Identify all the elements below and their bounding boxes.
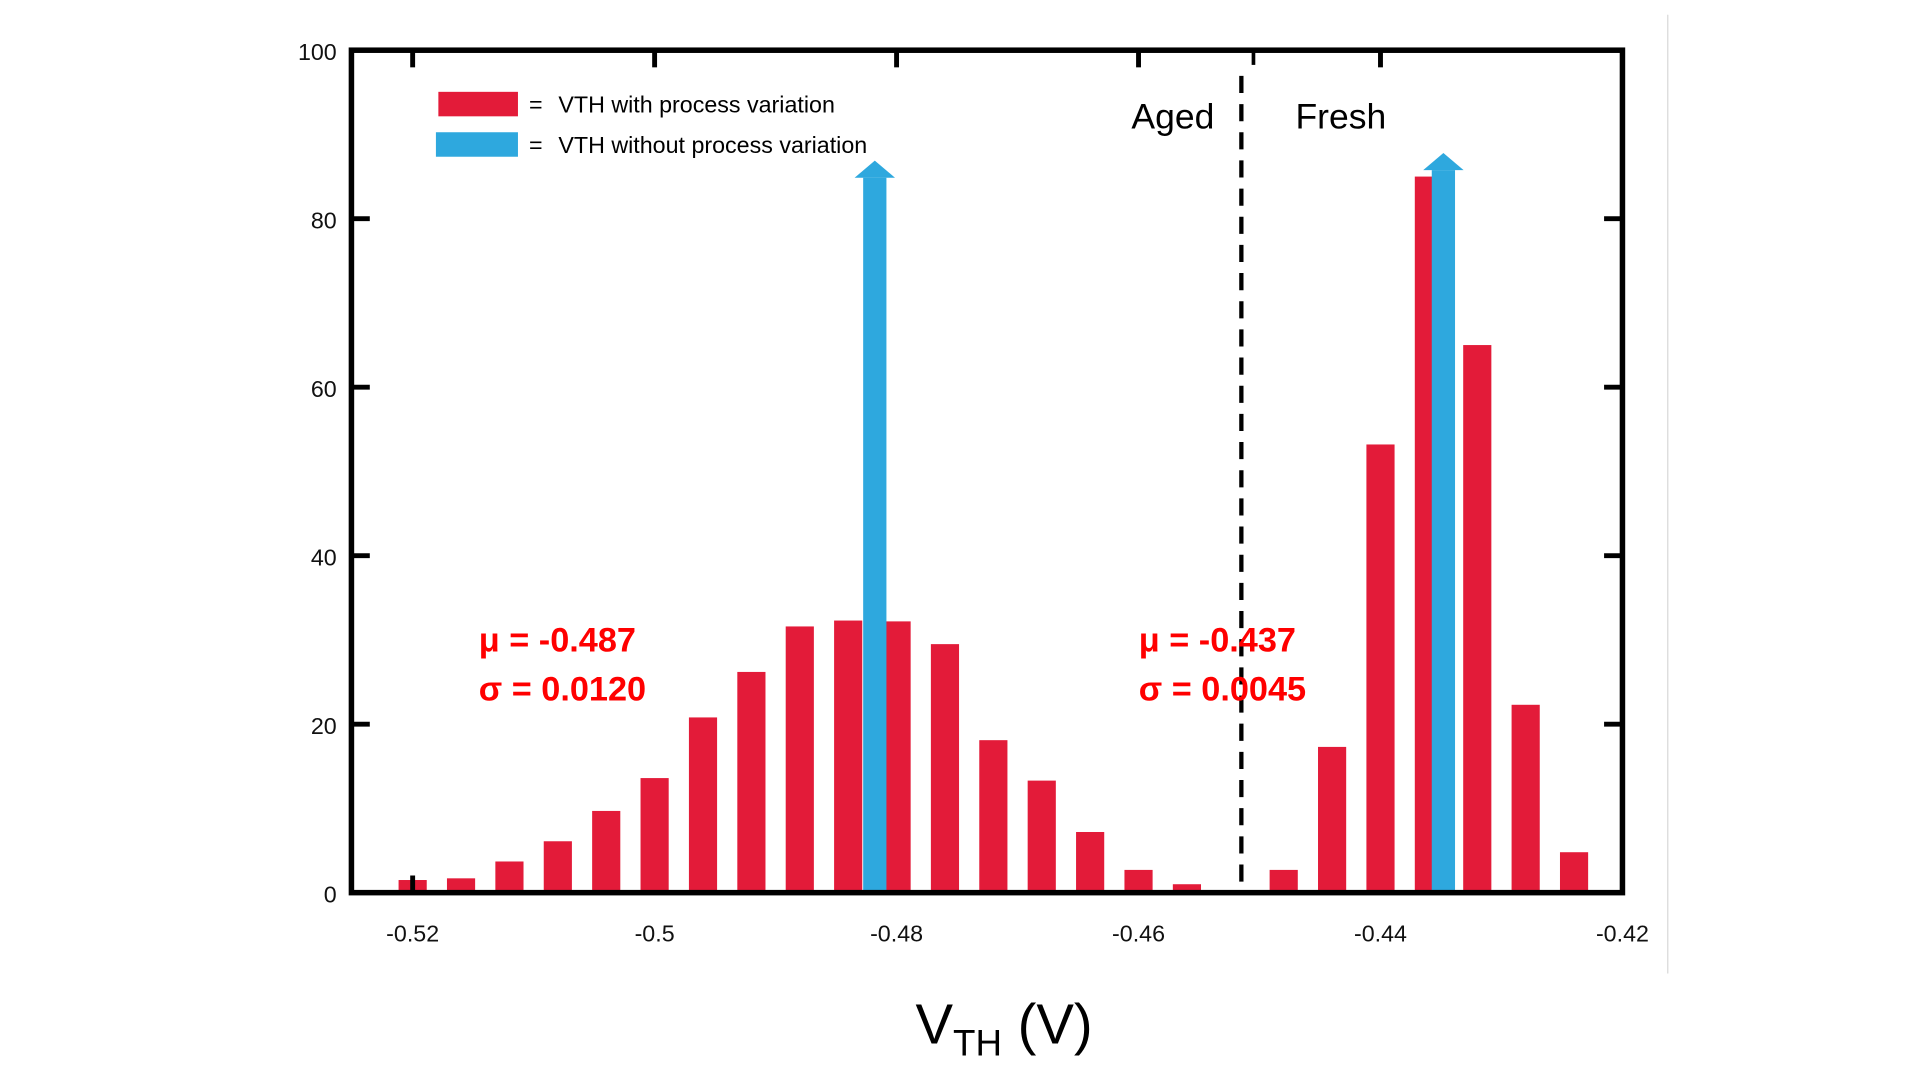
y-tick-label: 100 (298, 39, 337, 65)
histogram-bar (1172, 884, 1202, 893)
ticks-layer: -0.52 -0.5 -0.48 -0.46 -0.44 -0.42 0 20 40 60 80 10… (298, 39, 1649, 947)
x-tick-label: -0.5 (635, 921, 675, 947)
x-axis-label: VTH (V) (915, 992, 1092, 1063)
fresh-label: Fresh (1296, 97, 1387, 137)
bars-layer (398, 176, 1589, 893)
histogram-bar (688, 717, 718, 893)
x-tick-label: -0.52 (386, 921, 439, 947)
arrow-head (1423, 152, 1464, 171)
y-tick-label: 80 (311, 207, 337, 233)
y-tick-label: 20 (311, 713, 337, 739)
legend-equals-1: = (529, 92, 543, 118)
arrow-head (854, 160, 895, 178)
legend-swatch-with-variation (438, 91, 518, 117)
nominal-vth-arrow (854, 160, 895, 893)
x-axis-label-subscript: TH (953, 1023, 1002, 1064)
histogram-bar (1318, 746, 1347, 893)
x-axis-label-main: V (915, 992, 953, 1055)
histogram-bar (1027, 780, 1056, 893)
legend-equals-2: = (529, 132, 543, 158)
legend: = VTH with process variation = VTH witho… (435, 91, 867, 158)
histogram-bar (1124, 869, 1153, 893)
histogram-bar (495, 861, 524, 893)
aged-mean-annotation: μ = -0.487 (479, 621, 636, 659)
histogram-bar (1559, 852, 1589, 893)
nominal-vth-arrow (1423, 152, 1464, 893)
fresh-mean-annotation: μ = -0.437 (1139, 621, 1296, 659)
histogram-bar (737, 671, 766, 893)
x-tick-label: -0.42 (1596, 921, 1649, 947)
legend-label-with-variation: VTH with process variation (558, 92, 835, 118)
legend-label-without-variation: VTH without process variation (558, 132, 867, 158)
histogram-bar (785, 626, 814, 893)
x-axis-label-unit: (V) (1002, 992, 1093, 1055)
histogram-bar (1269, 869, 1298, 893)
histogram-bar (1366, 444, 1395, 893)
arrow-shaft (863, 177, 887, 893)
histogram-bar (1511, 704, 1540, 893)
histogram-bar (640, 778, 669, 893)
fresh-sigma-annotation: σ = 0.0045 (1139, 670, 1306, 708)
histogram-bar (834, 620, 863, 893)
plot-frame (348, 47, 1626, 896)
arrows-layer (854, 152, 1464, 893)
x-tick-label: -0.44 (1354, 921, 1407, 947)
x-tick-label: -0.48 (870, 921, 923, 947)
aged-sigma-annotation: σ = 0.0120 (479, 670, 646, 708)
y-tick-label: 0 (324, 881, 337, 907)
x-tick-label: -0.46 (1112, 921, 1165, 947)
legend-swatch-without-variation (435, 132, 518, 157)
histogram-bar (979, 740, 1008, 893)
histogram-bar (1463, 345, 1492, 893)
histogram-bar (882, 621, 911, 893)
histogram-bar (592, 810, 621, 893)
histogram-bar (543, 841, 572, 893)
histogram-bar (930, 644, 960, 893)
y-tick-label: 40 (311, 544, 337, 570)
aged-label: Aged (1131, 97, 1214, 137)
y-tick-label: 60 (311, 376, 337, 402)
histogram-bar (446, 878, 476, 893)
arrow-shaft (1431, 170, 1456, 893)
histogram-bar (1076, 831, 1105, 893)
